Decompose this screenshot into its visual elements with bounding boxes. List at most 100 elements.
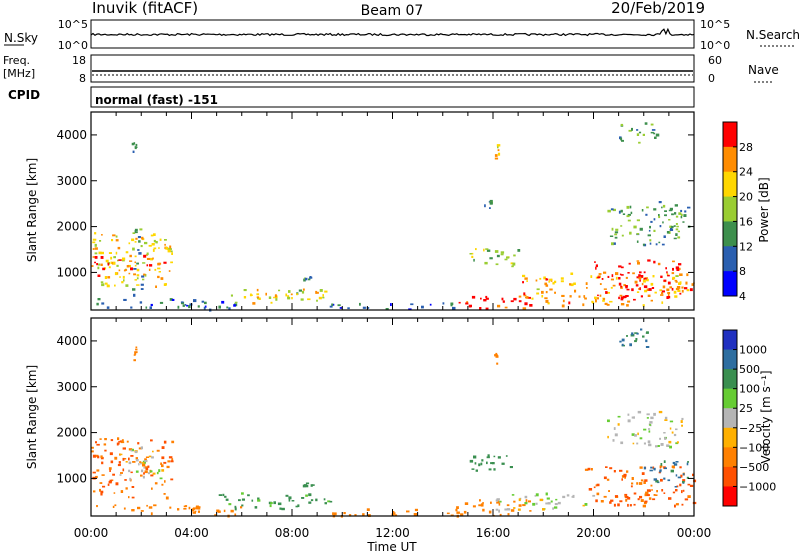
data-cell: [592, 494, 596, 497]
data-cell: [655, 243, 658, 246]
data-cell: [636, 133, 640, 136]
data-cell: [96, 443, 100, 446]
data-cell: [98, 263, 101, 266]
colorbar-tick-label: 16: [739, 215, 753, 228]
data-cell: [679, 466, 682, 469]
data-cell: [254, 506, 258, 509]
beam-title: Beam 07: [361, 3, 424, 19]
data-cell: [132, 448, 134, 451]
data-cell: [638, 277, 642, 280]
data-cell: [504, 258, 508, 261]
data-cell: [636, 332, 639, 335]
data-cell: [609, 300, 613, 303]
colorbar-tick-label: 25: [739, 402, 753, 415]
data-cell: [288, 290, 291, 293]
data-cell: [140, 446, 143, 450]
power-y-axis: 1000 2000 3000 4000: [56, 128, 694, 279]
data-cell: [156, 449, 160, 452]
data-cell: [134, 230, 137, 233]
data-cell: [161, 464, 164, 468]
data-cell: [134, 261, 136, 264]
data-cell: [140, 288, 144, 290]
data-cell: [285, 494, 289, 497]
data-cell: [668, 497, 672, 500]
data-cell: [100, 263, 103, 266]
data-cell: [490, 462, 493, 465]
data-cell: [652, 275, 655, 278]
data-cell: [133, 293, 136, 297]
data-cell: [668, 209, 673, 212]
data-cell: [298, 289, 302, 292]
data-cell: [624, 477, 626, 479]
data-cell: [134, 231, 138, 234]
data-cell: [675, 428, 678, 431]
data-cell: [623, 284, 626, 287]
data-cell: [675, 233, 678, 236]
data-cell: [633, 225, 637, 229]
data-cell: [140, 245, 143, 248]
data-cell: [168, 270, 171, 272]
data-cell: [153, 239, 156, 243]
data-cell: [547, 302, 550, 305]
data-cell: [591, 468, 593, 471]
data-cell: [667, 281, 671, 285]
data-cell: [274, 294, 277, 298]
data-cell: [171, 458, 174, 461]
data-cell: [155, 241, 158, 244]
data-cell: [134, 228, 138, 232]
data-cell: [648, 428, 651, 430]
data-cell: [637, 410, 642, 414]
freq-right-tick-bottom: 0: [708, 72, 715, 85]
data-cell: [488, 510, 492, 514]
data-cell: [629, 343, 632, 347]
data-cell: [629, 504, 632, 507]
data-cell: [642, 335, 645, 338]
data-cell: [680, 209, 683, 212]
data-cell: [650, 282, 654, 286]
data-cell: [525, 499, 528, 502]
data-cell: [669, 286, 672, 289]
data-cell: [150, 257, 153, 261]
data-cell: [497, 304, 501, 308]
data-cell: [106, 284, 110, 288]
data-cell: [233, 304, 236, 307]
data-cell: [155, 285, 157, 288]
data-cell: [138, 447, 143, 450]
data-cell: [116, 442, 119, 446]
data-cell: [498, 502, 501, 506]
data-cell: [119, 440, 123, 443]
data-cell: [94, 261, 96, 264]
data-cell: [241, 498, 245, 501]
data-cell: [121, 439, 124, 442]
data-cell: [497, 152, 501, 156]
data-cell: [110, 439, 114, 442]
data-cell: [625, 498, 628, 502]
colorbar-tick-label: 12: [739, 240, 753, 253]
data-cell: [637, 498, 640, 501]
data-cell: [544, 282, 548, 286]
data-cell: [523, 292, 526, 295]
data-cell: [617, 503, 620, 507]
data-cell: [468, 304, 472, 308]
data-cell: [620, 274, 624, 276]
data-cell: [450, 302, 454, 305]
data-cell: [188, 305, 191, 309]
data-cell: [639, 466, 643, 469]
data-cell: [471, 295, 476, 299]
data-cell: [115, 251, 118, 255]
data-cell: [343, 512, 346, 515]
data-cell: [149, 306, 152, 309]
data-cell: [238, 499, 241, 502]
data-cell: [195, 506, 199, 510]
data-cell: [474, 462, 477, 465]
data-cell: [498, 509, 500, 513]
data-cell: [660, 478, 663, 482]
data-cell: [653, 208, 657, 211]
data-cell: [658, 214, 660, 217]
data-cell: [675, 503, 679, 506]
data-cell: [489, 257, 493, 260]
data-cell: [217, 510, 221, 513]
data-cell: [165, 496, 169, 500]
data-cell: [99, 482, 102, 484]
data-cell: [500, 251, 505, 254]
